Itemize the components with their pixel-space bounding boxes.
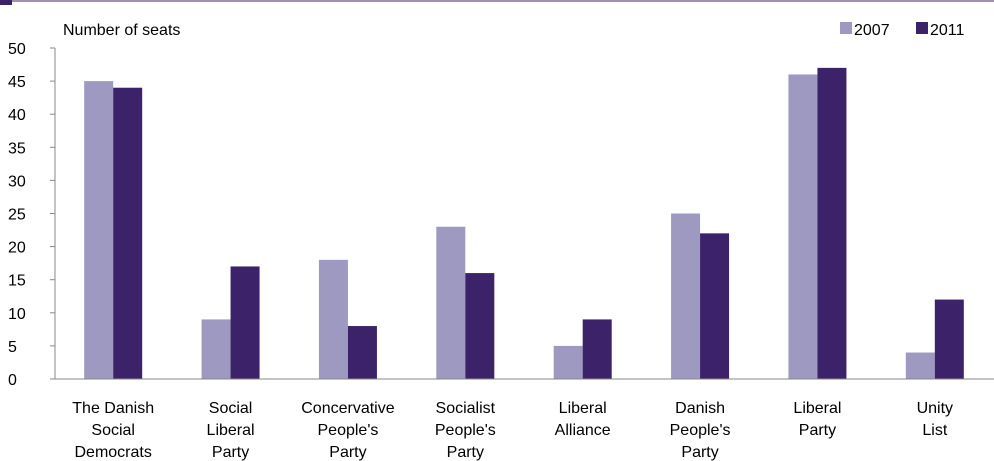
- bar-2011: [582, 319, 612, 379]
- legend-swatch-2007: [840, 22, 852, 34]
- bar-2007: [671, 213, 701, 379]
- bar-2007: [553, 345, 583, 379]
- x-category-label: Liberal Alliance: [555, 400, 611, 439]
- bar-2007: [436, 226, 466, 379]
- legend-label-2011: 2011: [930, 22, 965, 39]
- bar-2007: [84, 81, 114, 379]
- bar-2007: [905, 352, 935, 379]
- y-tick-label: 20: [8, 240, 26, 257]
- bar-2007: [788, 74, 818, 379]
- bar-2011: [465, 273, 495, 379]
- y-tick-label: 0: [8, 372, 17, 389]
- bar-2007: [318, 259, 348, 379]
- y-tick-label: 5: [8, 339, 17, 356]
- x-category-label: Social Liberal Party: [207, 400, 255, 461]
- x-category-label: Socialist People's Party: [435, 400, 496, 461]
- legend: 2007 2011: [840, 22, 965, 39]
- y-tick-label: 25: [8, 207, 26, 224]
- x-category-label: Unity List: [917, 400, 953, 439]
- bar-2011: [700, 233, 730, 379]
- legend-swatch-2011: [916, 22, 928, 34]
- y-tick-label: 30: [8, 173, 26, 190]
- y-axis-title: Number of seats: [63, 22, 180, 39]
- legend-label-2007: 2007: [854, 22, 890, 39]
- x-category-label: Concervative People's Party: [301, 400, 394, 461]
- bar-2011: [113, 87, 143, 379]
- corner-accent: [0, 0, 12, 5]
- y-tick-label: 45: [8, 74, 26, 91]
- y-tick-label: 15: [8, 273, 26, 290]
- y-tick-label: 40: [8, 107, 26, 124]
- y-tick-label: 10: [8, 306, 26, 323]
- x-category-label: Liberal Party: [793, 400, 841, 439]
- bar-2011: [347, 326, 377, 379]
- bars: [84, 67, 964, 380]
- y-tick-label: 50: [8, 41, 26, 58]
- bar-2011: [230, 266, 260, 379]
- x-axis: The Danish Social Democrats Social Liberal Pa…: [55, 378, 994, 461]
- y-tick-label: 35: [8, 140, 26, 157]
- y-axis: 0 5 10 15 20 25 30 35 40 45 50: [8, 41, 56, 389]
- bar-2007: [201, 319, 231, 379]
- bar-2011: [934, 299, 964, 379]
- x-category-label: The Danish Social Democrats: [72, 400, 154, 461]
- x-category-label: Danish People's Party: [670, 400, 731, 461]
- bar-2011: [817, 67, 847, 380]
